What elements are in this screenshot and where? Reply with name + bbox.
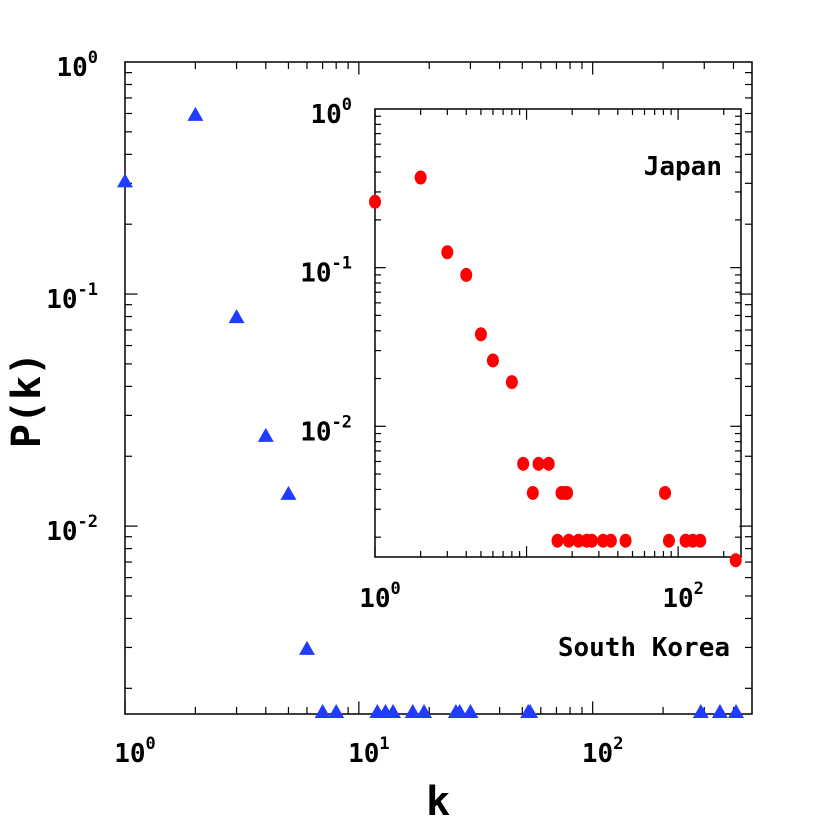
data-point-triangle [187, 106, 204, 121]
data-point-triangle [692, 704, 709, 718]
data-point-triangle [228, 309, 245, 324]
x-tick-label: 102 [582, 734, 624, 769]
data-point-triangle [727, 704, 744, 718]
data-point-circle [659, 485, 672, 500]
country-label-south-korea: South Korea [558, 633, 730, 663]
main-plot-frame [124, 61, 753, 715]
data-point-triangle [416, 704, 433, 718]
inset-y-tick-label: 100 [310, 95, 352, 130]
data-point-triangle [328, 704, 345, 718]
data-point-circle [561, 485, 574, 500]
country-label-japan: Japan [644, 152, 722, 182]
data-point-triangle [298, 640, 315, 655]
data-point-triangle [462, 704, 479, 718]
data-point-circle [572, 533, 585, 548]
inset-x-tick-label: 100 [359, 579, 401, 614]
data-point-circle [505, 375, 518, 390]
x-tick-label: 100 [114, 734, 156, 769]
data-point-circle [474, 327, 487, 342]
inset-y-tick-label: 10-1 [300, 254, 352, 289]
data-point-circle [585, 533, 598, 548]
data-point-triangle [404, 704, 421, 718]
y-tick-label: 100 [56, 48, 98, 83]
data-point-triangle [314, 704, 331, 718]
data-point-circle [694, 533, 707, 548]
data-point-circle [441, 245, 454, 260]
y-tick-label: 10-2 [46, 512, 98, 547]
data-point-circle [486, 353, 499, 368]
data-point-circle [526, 485, 539, 500]
inset-plot-frame [374, 108, 742, 558]
inset-x-tick-label: 102 [662, 579, 704, 614]
y-axis-label: P(k) [4, 352, 50, 448]
x-tick-label: 101 [348, 734, 390, 769]
data-point-triangle [522, 704, 539, 718]
data-point-triangle [385, 704, 402, 718]
data-point-circle [729, 553, 742, 568]
data-point-circle [604, 533, 617, 548]
inset-y-tick-label: 10-2 [300, 412, 352, 447]
data-point-triangle [117, 173, 133, 188]
data-point-circle [532, 456, 545, 471]
data-point-circle [542, 456, 555, 471]
data-point-circle [551, 533, 564, 548]
data-point-circle [619, 533, 632, 548]
data-point-triangle [257, 427, 274, 442]
main-plot-panel: 100 101 102 100 10-1 10-2 k P(k) South Korea [4, 48, 753, 825]
data-point-circle [662, 533, 675, 548]
data-point-triangle [451, 704, 468, 718]
data-point-circle [562, 533, 575, 548]
data-point-triangle [711, 704, 728, 718]
inset-plot-panel: 100 102 100 10-1 10-2 Japan [300, 95, 742, 614]
data-point-circle [517, 456, 530, 471]
y-tick-label: 10-1 [46, 280, 98, 315]
data-point-circle [414, 170, 427, 185]
data-point-circle [460, 267, 473, 282]
data-point-triangle [280, 485, 297, 500]
data-point-circle [369, 194, 381, 209]
x-axis-label: k [426, 779, 450, 825]
